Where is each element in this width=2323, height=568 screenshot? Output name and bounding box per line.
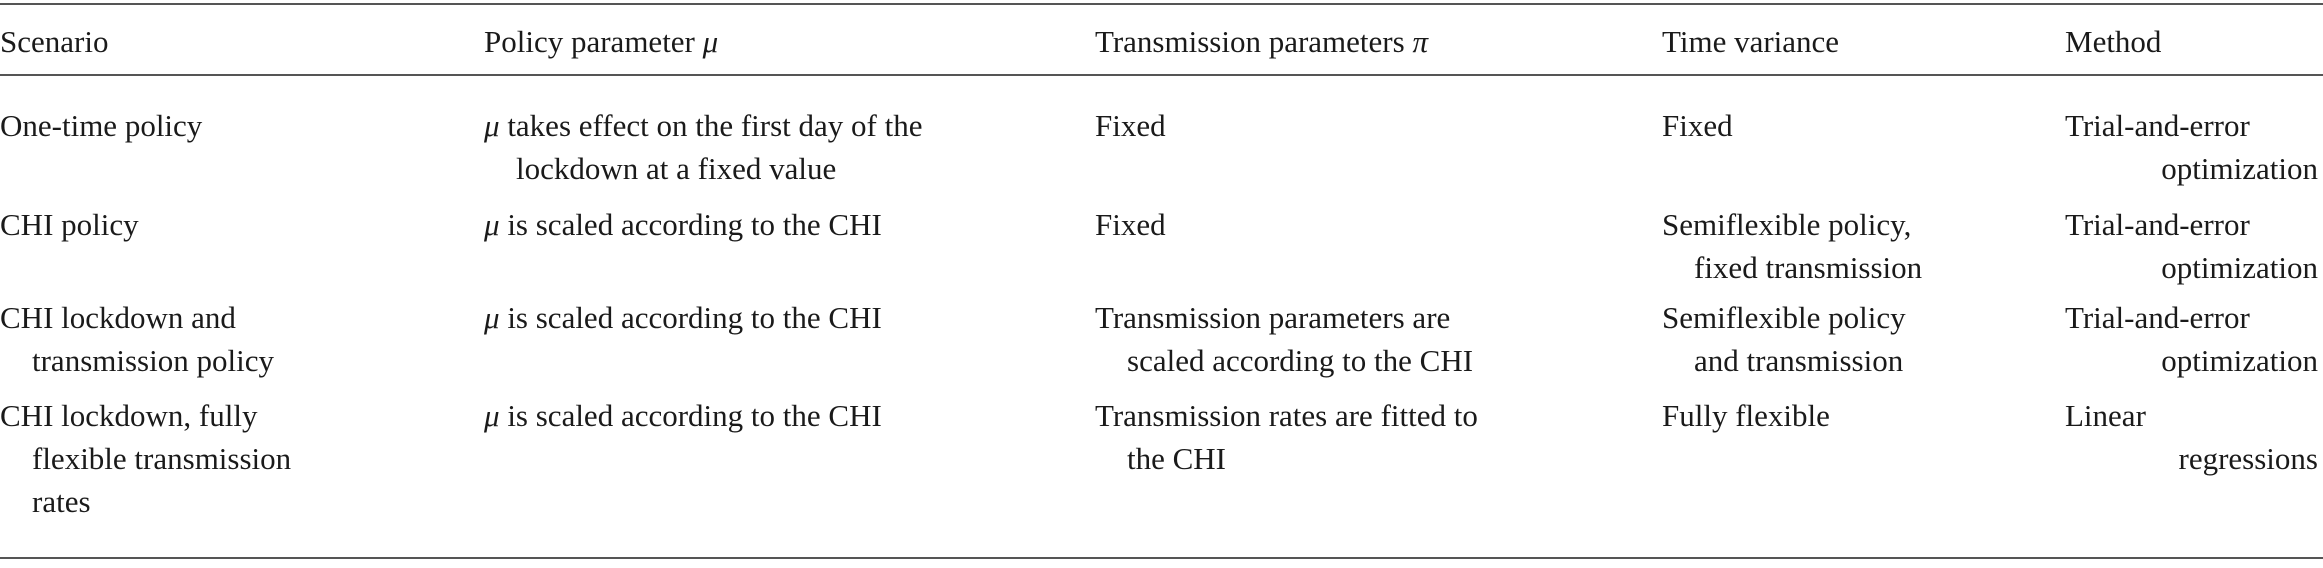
header-rule bbox=[0, 74, 2323, 76]
cell-line: Trial-and-error bbox=[2065, 207, 2250, 242]
cell-line: Fixed bbox=[1095, 108, 1166, 143]
cell-line: Fixed bbox=[1662, 108, 1733, 143]
cell-line: μ is scaled according to the CHI bbox=[484, 207, 882, 242]
cell-line: lockdown at a fixed value bbox=[516, 151, 837, 186]
cell-time-variance: Semiflexible policy, fixed transmission bbox=[1662, 203, 2062, 289]
cell-line: the CHI bbox=[1127, 441, 1227, 476]
cell-line: Transmission rates are fitted to bbox=[1095, 398, 1478, 433]
cell-scenario: CHI policy bbox=[0, 203, 470, 246]
cell-policy: μ is scaled according to the CHI bbox=[484, 296, 1084, 339]
header-method: Method bbox=[2065, 24, 2162, 59]
cell-line: Fully flexible bbox=[1662, 398, 1830, 433]
cell-method: Trial-and-error optimization bbox=[2065, 296, 2318, 382]
cell-line: optimization bbox=[2161, 343, 2318, 378]
cell-line: Trial-and-error bbox=[2065, 108, 2250, 143]
cell-line: CHI lockdown and bbox=[0, 300, 236, 335]
cell-line: Fixed bbox=[1095, 207, 1166, 242]
cell-line: Semiflexible policy, bbox=[1662, 207, 1912, 242]
cell-line: CHI lockdown, fully bbox=[0, 398, 258, 433]
cell-method: Trial-and-error optimization bbox=[2065, 203, 2318, 289]
cell-line: μ is scaled according to the CHI bbox=[484, 398, 882, 433]
cell-scenario: CHI lockdown and transmission policy bbox=[0, 296, 470, 382]
cell-line: CHI policy bbox=[0, 207, 139, 242]
cell-policy: μ is scaled according to the CHI bbox=[484, 394, 1084, 437]
cell-time-variance: Semiflexible policy and transmission bbox=[1662, 296, 2062, 382]
cell-line: scaled according to the CHI bbox=[1127, 343, 1474, 378]
cell-policy: μ is scaled according to the CHI bbox=[484, 203, 1084, 246]
cell-transmission: Fixed bbox=[1095, 104, 1655, 147]
header-scenario: Scenario bbox=[0, 24, 109, 59]
cell-transmission: Transmission rates are fitted to the CHI bbox=[1095, 394, 1655, 480]
header-policy: Policy parameter μ bbox=[484, 24, 719, 59]
cell-line: One-time policy bbox=[0, 108, 203, 143]
cell-method: Trial-and-error optimization bbox=[2065, 104, 2318, 190]
cell-line: Semiflexible policy bbox=[1662, 300, 1906, 335]
cell-time-variance: Fully flexible bbox=[1662, 394, 2062, 437]
cell-line: μ is scaled according to the CHI bbox=[484, 300, 882, 335]
cell-transmission: Transmission parameters are scaled accord… bbox=[1095, 296, 1655, 382]
cell-method: Linear regressions bbox=[2065, 394, 2318, 480]
cell-line: optimization bbox=[2161, 151, 2318, 186]
header-time-variance: Time variance bbox=[1662, 24, 1840, 59]
cell-policy: μ takes effect on the first day of the lo… bbox=[484, 104, 1084, 190]
cell-line: transmission policy bbox=[32, 343, 274, 378]
cell-line: rates bbox=[32, 484, 91, 519]
cell-time-variance: Fixed bbox=[1662, 104, 2062, 147]
cell-line: flexible transmission bbox=[32, 441, 292, 476]
cell-line: μ takes effect on the first day of the bbox=[484, 108, 923, 143]
cell-scenario: CHI lockdown, fully flexible transmission… bbox=[0, 394, 470, 523]
cell-transmission: Fixed bbox=[1095, 203, 1655, 246]
cell-line: Trial-and-error bbox=[2065, 300, 2250, 335]
header-transmission: Transmission parameters π bbox=[1095, 24, 1428, 59]
cell-line: regressions bbox=[2178, 441, 2318, 476]
cell-line: fixed transmission bbox=[1694, 250, 1923, 285]
cell-scenario: One-time policy bbox=[0, 104, 470, 147]
top-rule bbox=[0, 3, 2323, 5]
cell-line: optimization bbox=[2161, 250, 2318, 285]
cell-line: Transmission parameters are bbox=[1095, 300, 1451, 335]
cell-line: and transmission bbox=[1694, 343, 1904, 378]
cell-line: Linear bbox=[2065, 398, 2146, 433]
bottom-rule bbox=[0, 557, 2323, 559]
